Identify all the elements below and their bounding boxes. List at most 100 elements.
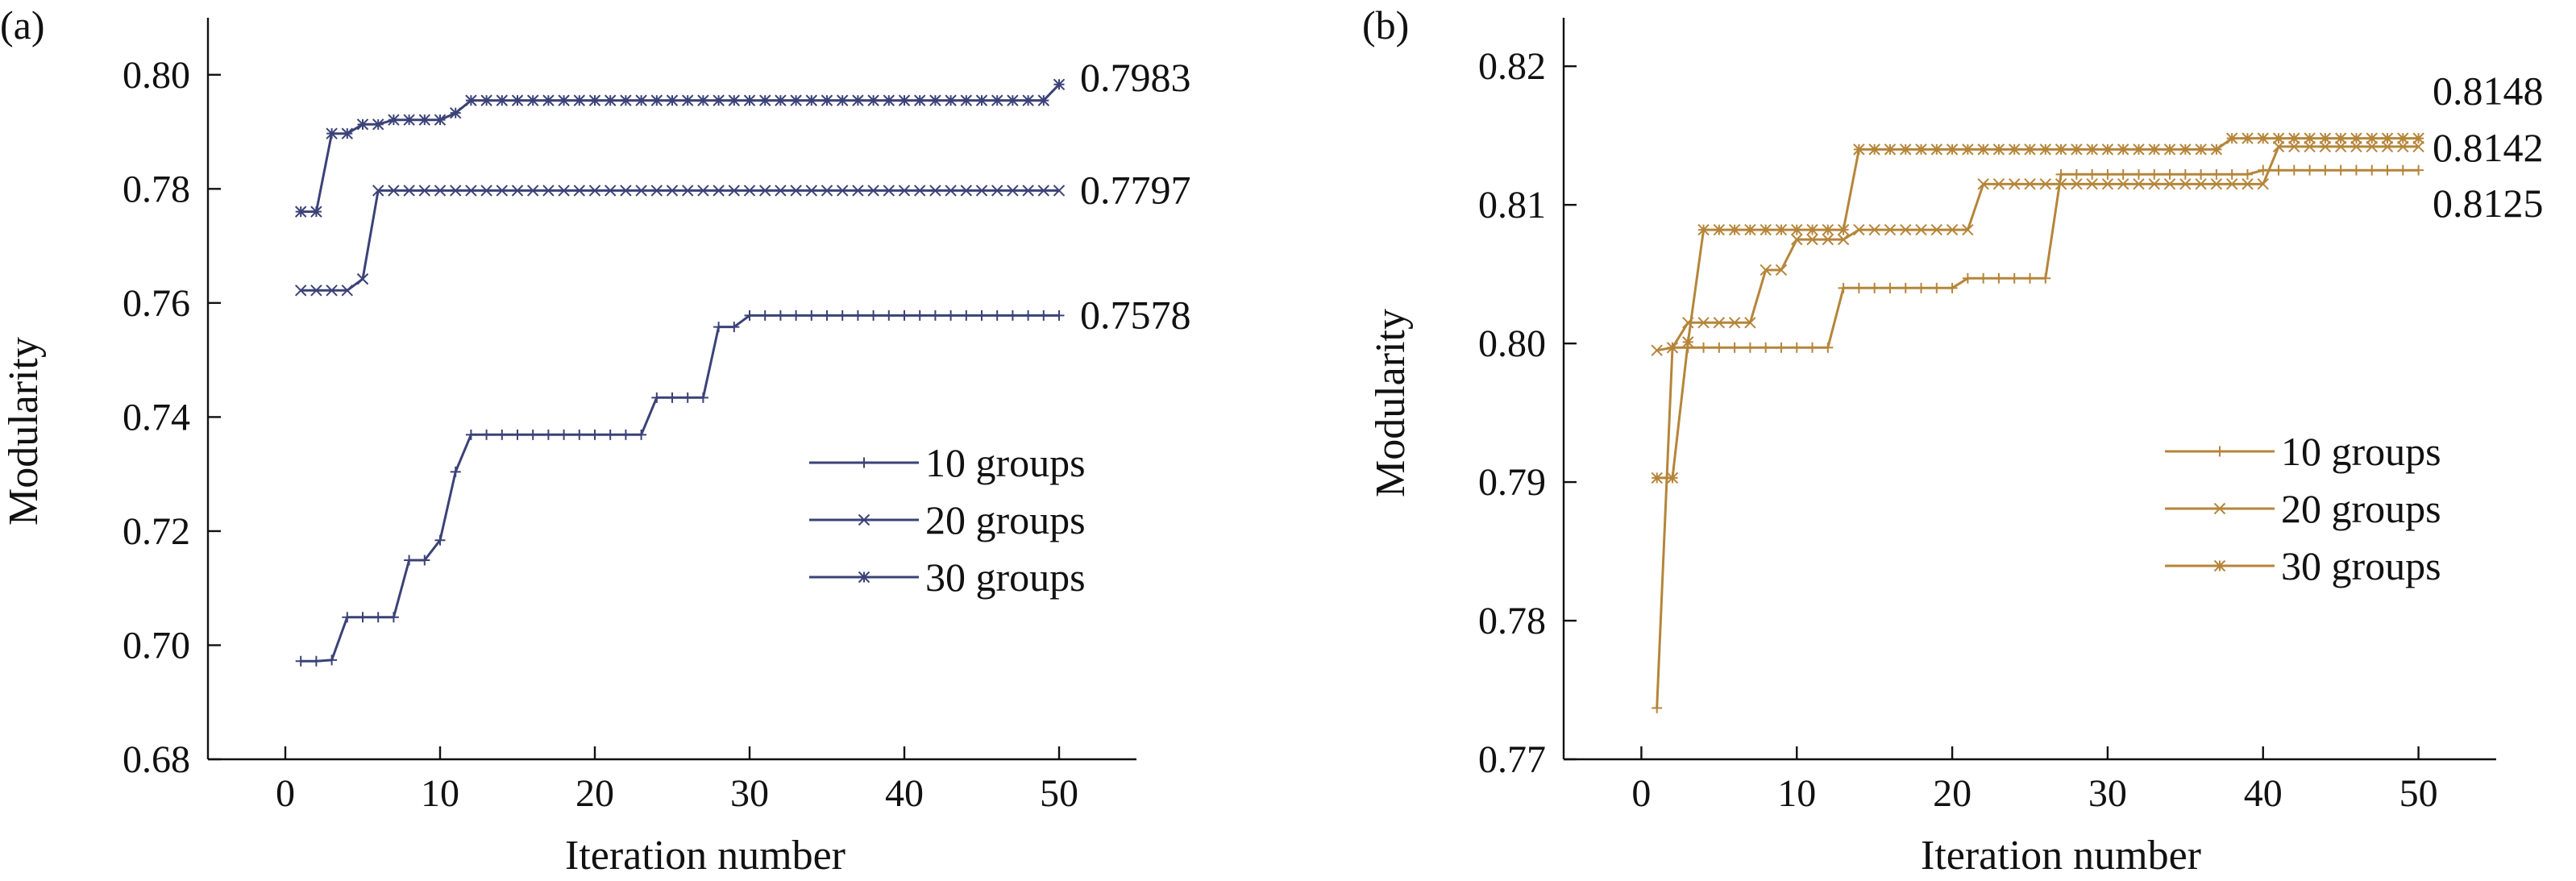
panel-b-data-point (2149, 168, 2160, 180)
panel-a-data-point (913, 185, 926, 197)
panel-a-data-point (372, 118, 384, 131)
panel-b-data-point (1791, 223, 1803, 236)
panel-b-legend-marker (2213, 502, 2226, 515)
panel-a-data-point (465, 94, 477, 106)
panel-a-data-point (403, 185, 415, 197)
panel-a-data-point (526, 185, 539, 197)
panel-b-data-point (2117, 168, 2129, 180)
panel-a-x-axis-label: Iteration number (565, 833, 846, 879)
panel-b-data-point (2412, 132, 2424, 144)
panel-b-x-tick-label: 0 (1631, 772, 1651, 815)
panel-a-data-point (945, 185, 957, 197)
panel-b-data-point (1884, 143, 1897, 156)
panel-a-legend-label: 10 groups (925, 440, 1086, 485)
panel-b-legend-label: 10 groups (2281, 429, 2441, 474)
panel-b-data-point (2179, 168, 2191, 180)
panel-b-data-point (2257, 178, 2269, 190)
panel-a-y-tick-label: 0.80 (123, 54, 190, 97)
panel-a-data-point (1022, 185, 1034, 197)
panel-b-data-point (1962, 223, 1974, 236)
panel-a-data-point (465, 429, 476, 440)
panel-b-data-point (2242, 178, 2254, 190)
panel-b-data-point (2196, 168, 2207, 180)
panel-b-series-3 (1651, 132, 2424, 484)
panel-a-data-point (310, 655, 322, 667)
panel-a-value-annotation: 0.7578 (1080, 292, 1191, 337)
panel-b-data-point (2366, 132, 2378, 144)
panel-b-data-point (2334, 140, 2347, 153)
panel-b-x-tick-label: 10 (1777, 772, 1816, 815)
panel-b-data-point (1713, 317, 1726, 329)
panel-b-data-point (2350, 164, 2362, 176)
panel-a-data-point (527, 429, 538, 440)
panel-a-data-point (588, 185, 601, 197)
panel-a-data-point (620, 185, 632, 197)
panel-a-x-tick-label: 30 (730, 772, 769, 815)
panel-b-data-point (1992, 178, 2005, 190)
panel-b-data-point (2164, 168, 2175, 180)
panel-a-data-point (1053, 78, 1066, 91)
panel-b-data-point (1884, 223, 1897, 236)
panel-a-data-point (961, 310, 972, 321)
panel-b-data-point (1884, 282, 1896, 293)
panel-b-series-line (1656, 145, 2419, 352)
panel-b-data-point (1744, 342, 1755, 353)
panel-b-x-axis-label: Iteration number (1921, 833, 2201, 879)
panel-a-data-point (775, 185, 787, 197)
panel-b-data-point (1760, 342, 1772, 353)
panel-b-data-point (1744, 223, 1756, 236)
panel-b-data-point (2319, 132, 2332, 144)
panel-a: (a) 0 10 20 30 40 500.680.700.720.740.760.780… (0, 2, 1191, 879)
panel-b-data-point (2272, 132, 2285, 144)
panel-a-data-point (681, 94, 694, 106)
panel-a-data-point (837, 310, 848, 321)
panel-a-data-point (883, 94, 895, 106)
panel-b-data-point (1682, 336, 1694, 348)
panel-b-data-point (2117, 143, 2129, 156)
panel-a-data-point (1022, 94, 1034, 106)
panel-a-x-tick-label: 50 (1040, 772, 1078, 815)
panel-a-data-point (666, 185, 679, 197)
panel-b-data-point (1993, 272, 2005, 284)
panel-a-data-point (836, 94, 849, 106)
panel-b-data-point (2086, 178, 2098, 190)
panel-b-x-tick-label: 20 (1933, 772, 1971, 815)
panel-a-legend-label: 30 groups (925, 555, 1086, 600)
panel-a-data-point (1038, 310, 1049, 321)
panel-a-data-point (991, 185, 1003, 197)
panel-b-data-point (2211, 168, 2222, 180)
panel-b-data-point (2304, 164, 2316, 176)
panel-b-series-1 (1652, 164, 2424, 713)
panel-b-data-point (1900, 223, 1912, 236)
panel-a-data-point (574, 429, 585, 440)
panel-a-data-point (588, 94, 601, 106)
panel-b-data-point (1837, 233, 1850, 246)
panel-a-data-point (636, 429, 647, 440)
panel-b-value-annotation: 0.8125 (2433, 181, 2544, 226)
panel-a-data-point (743, 185, 756, 197)
panel-b-data-point (2163, 143, 2176, 156)
panel-a-y-axis-label: Modularity (1, 337, 47, 526)
panel-a-data-point (496, 94, 509, 106)
panel-b-legend-label: 30 groups (2281, 543, 2441, 588)
panel-b-x-tick-label: 40 (2244, 772, 2283, 815)
panel-a-data-point (558, 185, 570, 197)
panel-a-data-point (326, 127, 338, 139)
panel-a-data-point (496, 185, 509, 197)
panel-b-data-point (2040, 272, 2051, 284)
panel-b-data-point (2179, 143, 2192, 156)
panel-b-data-point (2397, 140, 2409, 153)
panel-b-data-point (2148, 143, 2160, 156)
panel-a-data-point (573, 94, 586, 106)
panel-b-y-tick-label: 0.82 (1478, 45, 1546, 88)
panel-b-data-point (1853, 282, 1864, 293)
panel-a-data-point (805, 185, 818, 197)
panel-a-data-point (372, 185, 384, 197)
panel-a-data-point (573, 185, 586, 197)
panel-a-data-point (913, 94, 926, 106)
panel-b-data-point (2350, 132, 2362, 144)
panel-a-data-point (650, 185, 663, 197)
panel-a-data-point (758, 94, 771, 106)
panel-b-legend-marker (2214, 446, 2225, 457)
